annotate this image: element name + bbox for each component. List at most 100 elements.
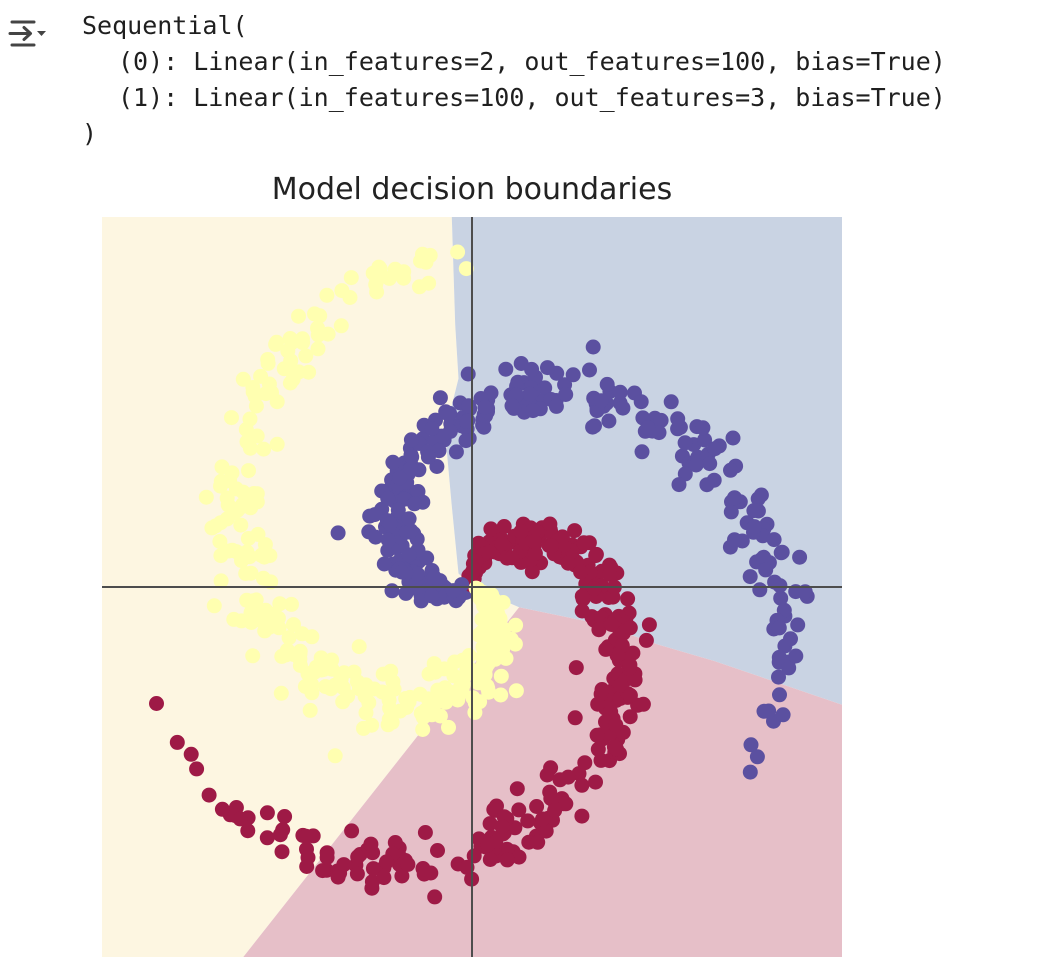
- data-point-class-2: [318, 679, 333, 695]
- data-point-class-1: [420, 449, 436, 465]
- data-point-class-1: [404, 449, 420, 465]
- data-point-class-0: [459, 859, 475, 875]
- data-point-class-2: [421, 275, 437, 291]
- data-point-class-2: [240, 531, 256, 546]
- data-point-class-0: [201, 787, 217, 803]
- data-point-class-2: [430, 682, 446, 698]
- data-point-class-0: [622, 709, 638, 725]
- data-point-class-0: [365, 861, 381, 877]
- data-point-class-2: [220, 497, 236, 513]
- data-point-class-0: [336, 857, 352, 873]
- data-point-class-2: [495, 642, 511, 657]
- data-point-class-1: [522, 386, 538, 402]
- data-point-class-1: [460, 366, 476, 382]
- data-point-class-0: [627, 672, 643, 688]
- data-point-class-0: [400, 856, 416, 872]
- data-point-class-0: [554, 529, 570, 545]
- data-point-class-0: [430, 843, 445, 858]
- data-point-class-2: [253, 368, 269, 384]
- data-point-class-0: [466, 848, 482, 864]
- data-point-class-1: [671, 477, 687, 493]
- data-point-class-1: [723, 462, 738, 478]
- data-point-class-1: [390, 502, 406, 518]
- data-point-class-1: [445, 583, 461, 599]
- data-point-class-0: [622, 687, 638, 703]
- data-point-class-2: [477, 662, 493, 678]
- data-point-class-1: [368, 529, 384, 545]
- data-points: [149, 244, 815, 905]
- model-summary-line: Sequential(: [82, 11, 248, 40]
- data-point-class-1: [749, 749, 765, 765]
- data-point-class-2: [208, 518, 223, 534]
- data-point-class-2: [239, 434, 255, 450]
- data-point-class-1: [697, 432, 713, 448]
- data-point-class-2: [276, 361, 292, 377]
- output-collapse-icon[interactable]: [8, 16, 48, 52]
- data-point-class-2: [292, 646, 308, 662]
- data-point-class-2: [268, 336, 284, 352]
- data-point-class-1: [771, 620, 787, 636]
- data-point-class-1: [424, 421, 440, 436]
- data-point-class-1: [771, 669, 786, 685]
- data-point-class-1: [792, 549, 808, 565]
- data-point-class-2: [333, 669, 349, 685]
- data-point-class-0: [364, 874, 380, 890]
- data-point-class-2: [310, 341, 326, 357]
- data-point-class-2: [224, 410, 239, 426]
- data-point-class-1: [747, 519, 762, 535]
- data-point-class-2: [238, 566, 254, 581]
- data-point-class-1: [766, 532, 782, 548]
- model-summary-line: ): [82, 119, 98, 148]
- data-point-class-0: [494, 819, 510, 835]
- data-point-class-0: [529, 799, 545, 814]
- data-point-class-0: [349, 866, 365, 882]
- data-point-class-1: [707, 441, 723, 457]
- data-point-class-1: [367, 507, 383, 523]
- data-point-class-1: [384, 583, 400, 599]
- data-point-class-1: [426, 569, 442, 585]
- data-point-class-0: [526, 534, 542, 549]
- data-point-class-1: [476, 419, 492, 435]
- data-point-class-2: [260, 355, 276, 371]
- data-point-class-0: [589, 727, 605, 743]
- data-point-class-0: [240, 823, 256, 839]
- data-point-class-1: [615, 400, 631, 416]
- data-point-class-0: [535, 811, 551, 827]
- data-point-class-1: [524, 361, 540, 377]
- data-point-class-2: [493, 687, 509, 703]
- data-point-class-1: [742, 569, 758, 585]
- data-point-class-2: [503, 631, 519, 647]
- data-point-class-0: [530, 834, 546, 850]
- data-point-class-2: [343, 270, 359, 286]
- data-point-class-1: [401, 511, 417, 527]
- data-point-class-1: [758, 562, 774, 578]
- data-point-class-0: [574, 588, 590, 604]
- data-point-class-0: [259, 830, 275, 846]
- data-point-class-2: [319, 287, 335, 303]
- data-point-class-2: [461, 648, 477, 663]
- data-point-class-2: [368, 277, 384, 293]
- data-point-class-2: [213, 573, 229, 589]
- data-point-class-2: [298, 348, 314, 364]
- data-point-class-2: [358, 677, 374, 693]
- data-point-class-0: [586, 581, 602, 597]
- data-point-class-2: [386, 681, 402, 697]
- data-point-class-2: [335, 694, 351, 710]
- data-point-class-0: [538, 823, 554, 839]
- data-point-class-1: [788, 648, 804, 664]
- data-point-class-0: [482, 852, 498, 867]
- data-point-class-1: [398, 585, 414, 601]
- data-point-class-0: [214, 801, 230, 817]
- data-point-class-0: [558, 796, 574, 812]
- data-point-class-2: [291, 364, 307, 380]
- data-point-class-1: [401, 547, 417, 563]
- data-point-class-0: [319, 850, 335, 865]
- data-point-class-1: [688, 457, 704, 473]
- data-point-class-0: [499, 852, 515, 868]
- data-point-class-0: [608, 717, 624, 733]
- data-point-class-0: [232, 811, 248, 827]
- data-point-class-2: [415, 722, 431, 737]
- data-point-class-1: [424, 588, 440, 604]
- data-point-class-1: [653, 412, 669, 428]
- data-point-class-1: [330, 525, 346, 541]
